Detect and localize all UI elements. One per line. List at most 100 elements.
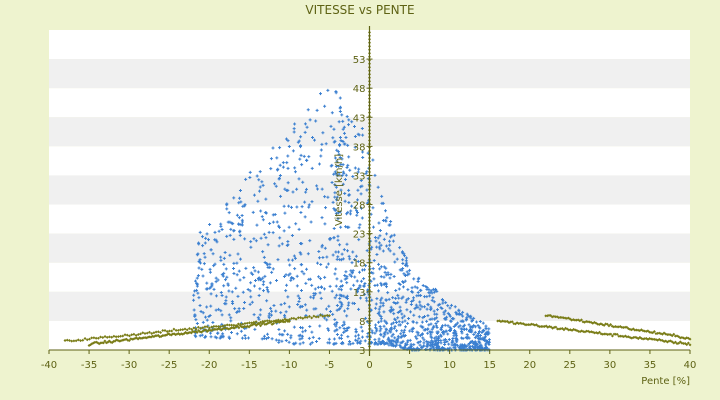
blue-point	[357, 336, 361, 340]
blue-point	[274, 338, 278, 342]
blue-point	[425, 307, 429, 311]
olive-point	[210, 325, 214, 329]
blue-point	[302, 272, 306, 276]
blue-point	[285, 283, 289, 287]
blue-point	[428, 291, 432, 295]
olive-point	[319, 313, 323, 317]
blue-point	[299, 288, 303, 292]
blue-point	[228, 233, 232, 237]
blue-point	[342, 322, 346, 326]
blue-point	[299, 211, 303, 215]
olive-point	[147, 330, 151, 334]
olive-point	[107, 335, 111, 339]
blue-point	[421, 344, 425, 348]
blue-point	[357, 286, 361, 290]
blue-point	[382, 342, 386, 346]
blue-point	[203, 241, 207, 245]
blue-point	[208, 267, 212, 271]
blue-point	[298, 157, 302, 161]
blue-point	[376, 236, 380, 240]
blue-point	[307, 155, 311, 159]
blue-point	[422, 328, 426, 332]
blue-point	[195, 288, 199, 292]
blue-point	[249, 281, 253, 285]
blue-point	[391, 344, 395, 348]
blue-point	[416, 340, 420, 344]
olive-point	[141, 331, 145, 335]
blue-point	[295, 205, 299, 209]
blue-point	[455, 340, 459, 344]
olive-point	[94, 336, 98, 340]
blue-point	[484, 343, 488, 347]
blue-point	[304, 190, 308, 194]
blue-point	[310, 283, 314, 287]
blue-point	[423, 315, 427, 319]
blue-point	[194, 318, 198, 322]
blue-point	[289, 336, 293, 340]
blue-point	[292, 127, 296, 131]
blue-point	[413, 285, 417, 289]
blue-point	[273, 182, 277, 186]
blue-point	[461, 310, 465, 314]
blue-point	[438, 302, 442, 306]
blue-point	[224, 267, 228, 271]
blue-point	[343, 277, 347, 281]
blue-point	[469, 340, 473, 344]
blue-point	[338, 326, 342, 330]
x-tick-label: -15	[241, 360, 257, 371]
blue-point	[419, 324, 423, 328]
olive-point	[114, 335, 118, 339]
blue-point	[472, 316, 476, 320]
blue-point	[235, 310, 239, 314]
blue-point	[433, 339, 437, 343]
blue-point	[391, 321, 395, 325]
blue-point	[365, 299, 369, 303]
blue-point	[482, 328, 486, 332]
blue-point	[237, 307, 241, 311]
olive-point	[305, 315, 309, 319]
blue-point	[216, 331, 220, 335]
blue-point	[336, 217, 340, 221]
blue-point	[243, 237, 247, 241]
olive-point	[110, 335, 114, 339]
blue-point	[259, 209, 263, 213]
blue-point	[371, 267, 375, 271]
blue-point	[350, 261, 354, 265]
blue-point	[427, 323, 431, 327]
blue-point	[472, 333, 476, 337]
blue-point	[359, 325, 363, 329]
blue-point	[229, 319, 233, 323]
blue-point	[286, 139, 290, 143]
blue-point	[279, 311, 283, 315]
blue-point	[375, 342, 379, 346]
blue-point	[465, 336, 469, 340]
blue-point	[412, 296, 416, 300]
blue-point	[332, 236, 336, 240]
blue-point	[332, 342, 336, 346]
blue-point	[257, 178, 261, 182]
blue-point	[402, 272, 406, 276]
blue-point	[257, 293, 261, 297]
blue-point	[372, 277, 376, 281]
blue-point	[271, 146, 275, 150]
blue-point	[467, 329, 471, 333]
blue-point	[463, 323, 467, 327]
blue-point	[348, 339, 352, 343]
blue-point	[256, 316, 260, 320]
blue-point	[419, 288, 423, 292]
olive-point	[573, 318, 577, 322]
blue-point	[386, 271, 390, 275]
blue-point	[349, 269, 353, 273]
blue-point	[307, 205, 311, 209]
blue-point	[216, 278, 220, 282]
blue-point	[237, 269, 241, 273]
blue-point	[219, 255, 223, 259]
blue-point	[425, 340, 429, 344]
blue-point	[378, 228, 382, 232]
olive-point	[633, 328, 637, 332]
blue-point	[478, 333, 482, 337]
blue-point	[435, 326, 439, 330]
blue-point	[458, 324, 462, 328]
blue-point	[364, 264, 368, 268]
